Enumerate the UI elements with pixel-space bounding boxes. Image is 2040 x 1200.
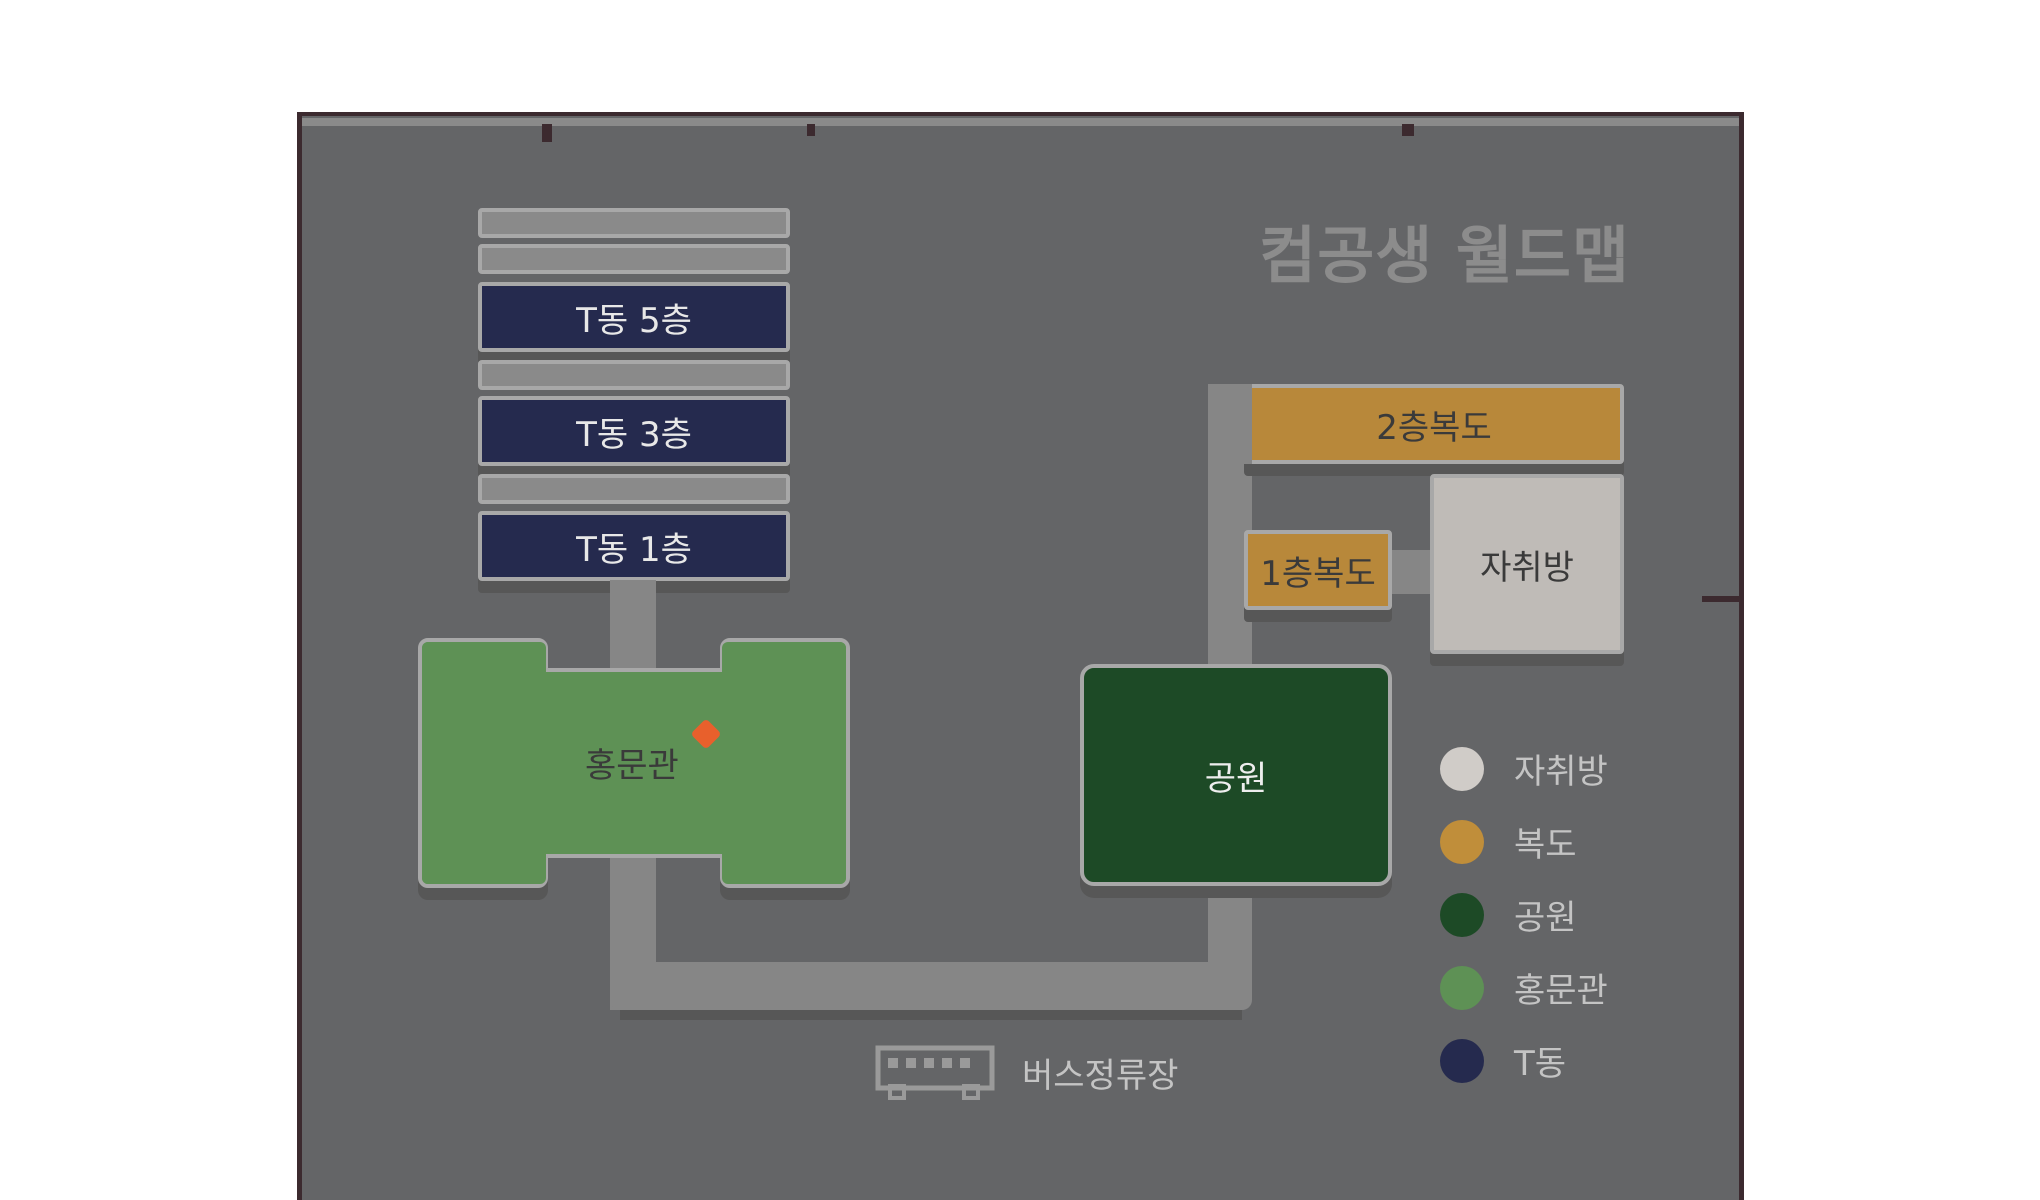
t-floor-5[interactable]: T동 5층 [478, 282, 790, 352]
path-shadow [620, 1010, 1242, 1020]
hall-center[interactable] [540, 668, 728, 858]
legend-item: T동 [1440, 1036, 1566, 1085]
t-floor-empty [478, 474, 790, 504]
map-notch [1702, 596, 1742, 602]
path-park-down [1208, 880, 1252, 1000]
path-t-to-hall [610, 580, 656, 672]
legend-item: 공원 [1440, 890, 1577, 939]
room[interactable]: 자취방 [1430, 474, 1624, 654]
t-floor-empty [478, 208, 790, 238]
hall-fill-right [722, 642, 846, 884]
park[interactable]: 공원 [1080, 664, 1392, 886]
legend-label: 공원 [1514, 898, 1577, 938]
legend-dot-icon [1440, 746, 1484, 791]
legend-label: 복도 [1514, 825, 1577, 865]
legend-label: 홍문관 [1514, 971, 1608, 1011]
t-floor-3[interactable]: T동 3층 [478, 396, 790, 466]
legend-item: 복도 [1440, 817, 1577, 866]
path-room [1388, 550, 1436, 594]
bus-icon [875, 1045, 995, 1100]
legend-item: 자취방 [1440, 744, 1608, 793]
map-title: 컴공생 월드맵 [1259, 219, 1630, 292]
legend-item: 홍문관 [1440, 963, 1608, 1012]
bus-stop-label[interactable]: 버스정류장 [1022, 1056, 1179, 1096]
legend-label: 자취방 [1514, 752, 1608, 792]
map-notch [542, 124, 552, 142]
t-floor-empty [478, 244, 790, 274]
legend-dot-icon [1440, 892, 1484, 937]
path-corner [1208, 384, 1252, 464]
t-floor-empty [478, 360, 790, 390]
hall-fill-left [422, 642, 546, 884]
t-floor-1[interactable]: T동 1층 [478, 511, 790, 581]
legend-dot-icon [1440, 965, 1484, 1010]
corridor-2f[interactable]: 2층복도 [1244, 384, 1624, 464]
corridor-1f[interactable]: 1층복도 [1244, 530, 1392, 610]
hall-label: 홍문관 [585, 746, 679, 786]
legend-dot-icon [1440, 1038, 1484, 1083]
legend-label: T동 [1514, 1044, 1567, 1084]
legend-dot-icon [1440, 819, 1484, 864]
map-notch [1402, 124, 1414, 136]
map-top-border [302, 118, 1739, 126]
map-notch [807, 124, 815, 136]
path-bottom [610, 962, 1252, 1010]
